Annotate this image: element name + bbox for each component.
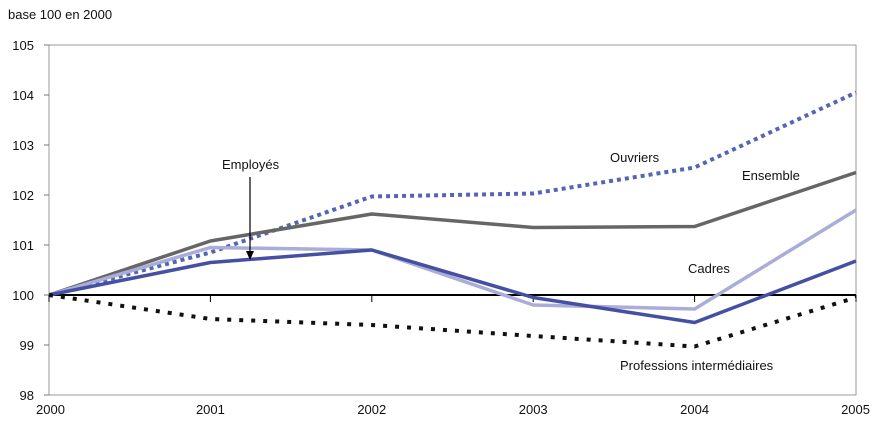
y-tick-label: 100: [12, 288, 34, 303]
series-line-1: [48, 170, 857, 297]
x-tick-label: 2002: [357, 402, 386, 417]
y-tick-label: 102: [12, 188, 34, 203]
series-line-0: [48, 90, 857, 297]
annotation-employes-arrowhead: [246, 251, 254, 260]
series-line-4: [48, 293, 857, 349]
y-tick-label: 104: [12, 88, 34, 103]
y-tick-label: 103: [12, 138, 34, 153]
x-tick-label: 2003: [519, 402, 548, 417]
series-line-2: [48, 208, 857, 311]
series-line-3: [48, 248, 857, 325]
y-tick-label: 101: [12, 238, 34, 253]
annotation-cadres: Cadres: [688, 261, 730, 276]
y-tick-label: 105: [12, 38, 34, 53]
x-tick-label: 2000: [36, 402, 65, 417]
unit-note: base 100 en 2000: [8, 7, 112, 22]
annotation-ensemble: Ensemble: [742, 168, 800, 183]
annotation-ouvriers: Ouvriers: [610, 150, 660, 165]
annotation-professions: Professions intermédiaires: [620, 358, 774, 373]
plot-frame: [48, 44, 857, 396]
x-tick-label: 2005: [841, 402, 870, 417]
y-tick-label: 98: [20, 388, 34, 403]
annotation-employes: Employés: [222, 157, 280, 172]
y-tick-label: 99: [20, 338, 34, 353]
x-tick-label: 2001: [196, 402, 225, 417]
x-tick-label: 2004: [680, 402, 709, 417]
